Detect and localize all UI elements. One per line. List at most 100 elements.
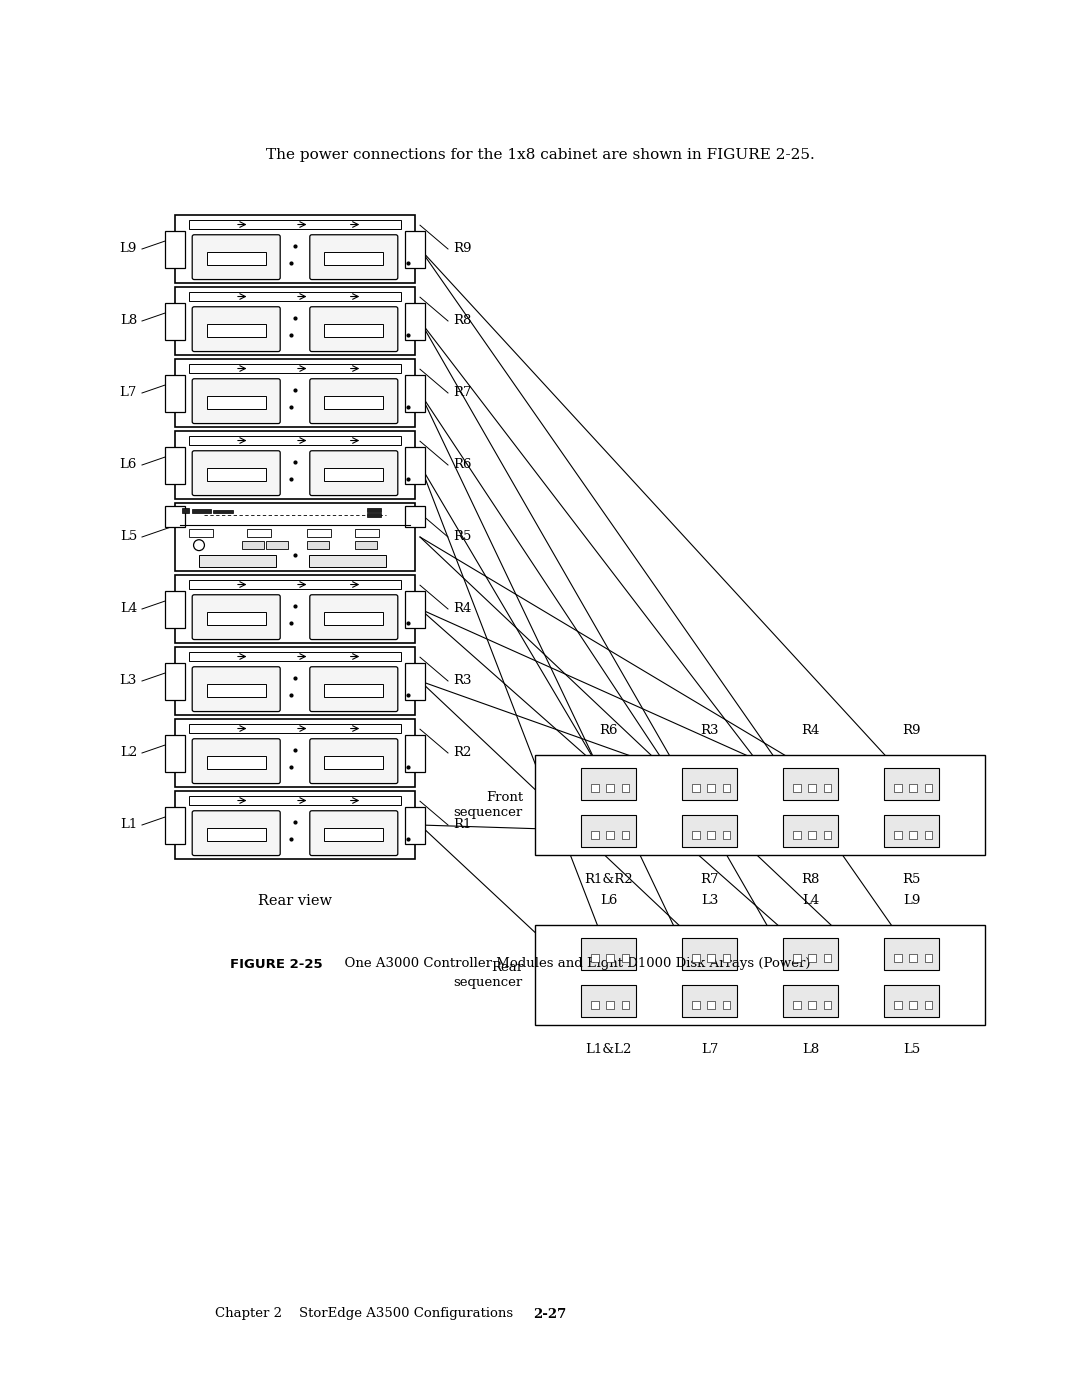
Bar — [266, 541, 287, 549]
Bar — [894, 831, 902, 840]
Bar — [894, 784, 902, 792]
Bar — [175, 719, 415, 787]
FancyBboxPatch shape — [192, 666, 280, 711]
Bar — [606, 784, 615, 792]
Bar — [175, 215, 415, 284]
Text: R4: R4 — [801, 724, 820, 738]
Text: L7: L7 — [701, 1044, 718, 1056]
Bar — [824, 831, 832, 840]
Bar — [206, 612, 266, 626]
Bar — [206, 756, 266, 770]
Bar — [189, 292, 401, 300]
Bar — [165, 506, 185, 527]
Text: L9: L9 — [903, 894, 920, 907]
Text: R2: R2 — [453, 746, 471, 760]
Bar — [885, 814, 939, 847]
Bar — [894, 954, 902, 963]
Bar — [165, 591, 185, 629]
Bar — [723, 784, 730, 792]
Bar — [405, 506, 424, 527]
Bar — [783, 768, 838, 800]
Text: L4: L4 — [801, 894, 819, 907]
Bar — [189, 221, 401, 229]
Bar — [189, 365, 401, 373]
Bar — [909, 954, 917, 963]
Bar — [692, 954, 700, 963]
Bar — [165, 447, 185, 483]
Text: R8: R8 — [801, 873, 820, 886]
Bar — [924, 831, 932, 840]
Text: L7: L7 — [120, 387, 137, 400]
Bar — [793, 831, 800, 840]
Bar — [707, 1002, 715, 1009]
Bar — [189, 796, 401, 805]
Bar — [189, 529, 214, 536]
Circle shape — [193, 539, 204, 550]
Bar — [707, 831, 715, 840]
Text: 2-27: 2-27 — [534, 1308, 566, 1320]
Text: R7: R7 — [453, 387, 472, 400]
Bar — [783, 814, 838, 847]
Bar — [206, 468, 266, 482]
Bar — [909, 831, 917, 840]
Bar — [885, 937, 939, 970]
Text: R8: R8 — [453, 314, 471, 327]
Bar — [909, 784, 917, 792]
Text: One A3000 Controller Modules and Eight D1000 Disk Arrays (Power): One A3000 Controller Modules and Eight D… — [336, 957, 810, 971]
Text: R5: R5 — [453, 531, 471, 543]
Bar — [606, 954, 615, 963]
Bar — [324, 253, 383, 265]
Bar — [165, 374, 185, 412]
Bar — [808, 784, 816, 792]
Bar — [405, 231, 424, 268]
Text: L3: L3 — [120, 675, 137, 687]
Text: R6: R6 — [453, 458, 472, 472]
Bar — [165, 231, 185, 268]
Text: R9: R9 — [902, 724, 921, 738]
Bar — [622, 1002, 630, 1009]
Bar — [707, 784, 715, 792]
Bar — [808, 954, 816, 963]
Bar — [885, 985, 939, 1017]
Bar — [681, 768, 737, 800]
Bar — [405, 735, 424, 773]
Bar — [307, 529, 330, 536]
Bar — [324, 397, 383, 409]
Text: L8: L8 — [801, 1044, 819, 1056]
FancyBboxPatch shape — [310, 739, 397, 784]
Bar — [175, 359, 415, 427]
Bar — [535, 925, 985, 1025]
Bar — [324, 756, 383, 770]
Bar — [165, 806, 185, 844]
Bar — [405, 447, 424, 483]
Bar — [214, 510, 232, 513]
Bar — [367, 513, 381, 517]
Bar — [723, 831, 730, 840]
Bar — [242, 541, 264, 549]
FancyBboxPatch shape — [310, 451, 397, 496]
Bar — [591, 784, 598, 792]
Text: L1&L2: L1&L2 — [585, 1044, 632, 1056]
Bar — [924, 1002, 932, 1009]
Text: R6: R6 — [599, 724, 618, 738]
Bar — [405, 591, 424, 629]
Bar — [824, 1002, 832, 1009]
Text: L3: L3 — [701, 894, 718, 907]
Bar — [206, 253, 266, 265]
Bar — [175, 791, 415, 859]
Bar — [199, 555, 275, 567]
Bar — [165, 303, 185, 339]
Bar — [206, 324, 266, 337]
Bar — [206, 397, 266, 409]
Bar — [324, 828, 383, 841]
Bar — [885, 768, 939, 800]
Bar — [206, 685, 266, 697]
Text: R7: R7 — [700, 873, 719, 886]
Bar — [175, 432, 415, 499]
Bar — [324, 468, 383, 482]
Bar — [405, 374, 424, 412]
Bar — [681, 985, 737, 1017]
FancyBboxPatch shape — [192, 379, 280, 423]
Text: R1: R1 — [453, 819, 471, 831]
Bar — [405, 303, 424, 339]
